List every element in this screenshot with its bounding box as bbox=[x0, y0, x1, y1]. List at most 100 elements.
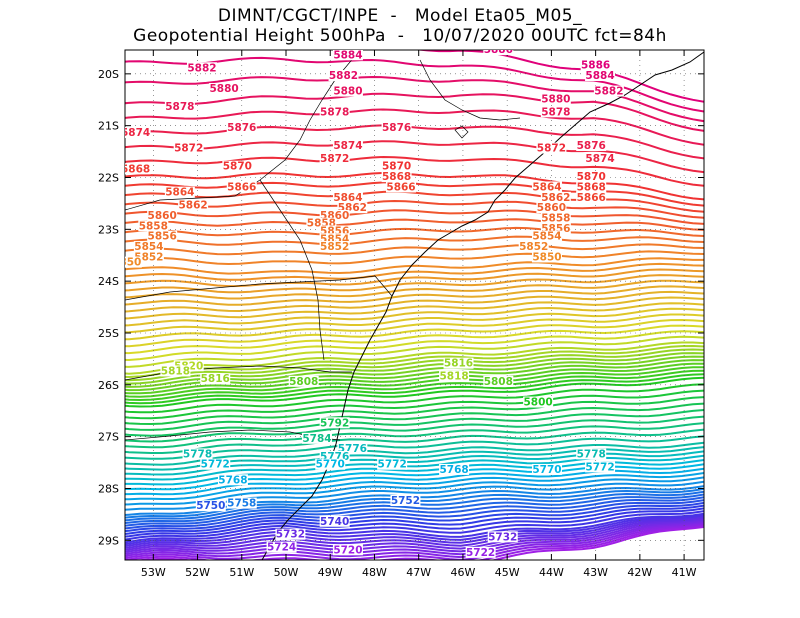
y-tick-label: 26S bbox=[98, 379, 119, 392]
contour-label: 5854 bbox=[532, 231, 561, 243]
contour-label-background bbox=[439, 463, 470, 475]
contour-line bbox=[125, 218, 704, 231]
contour-label: 5878 bbox=[541, 106, 570, 118]
contour-line bbox=[125, 402, 704, 431]
contour-label-background bbox=[576, 181, 607, 193]
contour-line bbox=[125, 369, 704, 402]
y-tick-label: 28S bbox=[98, 482, 119, 495]
contour-line bbox=[125, 124, 704, 160]
contour-label: 5816 bbox=[444, 358, 473, 370]
contour-label: 5872 bbox=[537, 143, 566, 155]
contour-label: 5854 bbox=[134, 241, 163, 253]
contour-line bbox=[125, 92, 704, 132]
contour-label-background bbox=[217, 474, 248, 486]
contour-label: 5874 bbox=[585, 153, 614, 165]
contour-label-background bbox=[125, 163, 151, 175]
contour-label: 5758 bbox=[227, 498, 256, 510]
contour-line bbox=[125, 318, 704, 348]
contour-label-background bbox=[483, 375, 514, 387]
contour-line bbox=[125, 268, 704, 288]
contour-label: 5864 bbox=[165, 187, 194, 199]
contour-label-background bbox=[332, 85, 363, 97]
contour-label-background bbox=[381, 171, 412, 183]
contour-label: 5818 bbox=[439, 371, 468, 383]
contour-label-background bbox=[133, 251, 164, 263]
contour-label-background bbox=[439, 370, 470, 382]
contour-line bbox=[125, 383, 704, 414]
contour-line bbox=[125, 366, 704, 398]
x-tick-label: 44W bbox=[539, 566, 564, 579]
contour-line bbox=[125, 496, 704, 527]
contour-line bbox=[125, 235, 704, 246]
x-tick-label: 43W bbox=[583, 566, 608, 579]
contour-label-background bbox=[531, 181, 562, 193]
contour-label: 5878 bbox=[165, 101, 194, 113]
x-tick-label: 41W bbox=[672, 566, 697, 579]
contour-label-background bbox=[133, 241, 164, 253]
contour-label-background bbox=[195, 500, 226, 512]
contour-label: 5778 bbox=[577, 448, 606, 460]
contour-line bbox=[125, 362, 704, 395]
y-tick-label: 20S bbox=[98, 68, 119, 81]
contour-label-background bbox=[138, 220, 169, 232]
contour-label-background bbox=[381, 121, 412, 133]
contour-line bbox=[125, 257, 704, 275]
contour-line bbox=[125, 330, 704, 362]
contour-label-background bbox=[200, 458, 231, 470]
contour-label: 5770 bbox=[532, 464, 561, 476]
contour-line bbox=[125, 181, 704, 207]
contour-label-background bbox=[576, 448, 607, 460]
contour-label-background bbox=[585, 70, 616, 82]
contour-label-background bbox=[226, 497, 257, 509]
contour-label-background bbox=[275, 528, 306, 540]
contour-label: 5816 bbox=[201, 373, 230, 385]
contour-label-background bbox=[483, 50, 514, 56]
contour-label-background bbox=[182, 448, 213, 460]
contour-line bbox=[125, 499, 704, 530]
contour-label: 5884 bbox=[585, 70, 614, 82]
contour-label-background bbox=[518, 241, 549, 253]
contour-label: 5856 bbox=[148, 231, 177, 243]
y-tick-label: 29S bbox=[98, 534, 119, 547]
contour-label-background bbox=[576, 139, 607, 151]
contour-label: 5866 bbox=[386, 181, 415, 193]
contour-label: 5852 bbox=[519, 241, 548, 253]
contour-label-background bbox=[465, 546, 496, 558]
contour-label-background bbox=[580, 59, 611, 71]
contour-label-background bbox=[266, 541, 297, 553]
contour-label-background bbox=[319, 225, 350, 237]
contour-label-background bbox=[319, 233, 350, 245]
contour-label-background bbox=[531, 230, 562, 242]
contour-label-background bbox=[332, 50, 363, 61]
contour-label: 5872 bbox=[320, 153, 349, 165]
x-tick-label: 45W bbox=[495, 566, 520, 579]
contour-label: 5866 bbox=[227, 181, 256, 193]
contour-line bbox=[130, 525, 704, 560]
contour-line bbox=[125, 348, 704, 382]
map-title-line-1: DIMNT/CGCT/INPE - Model Eta05_M05_ bbox=[217, 6, 583, 26]
contour-label-background bbox=[319, 106, 350, 118]
contour-line bbox=[125, 307, 704, 334]
contour-line bbox=[125, 226, 704, 238]
contour-label-background bbox=[593, 85, 624, 97]
contour-label-background bbox=[332, 544, 363, 556]
y-tick-label: 24S bbox=[98, 275, 119, 288]
contour-line bbox=[125, 373, 704, 405]
contour-label: 5886 bbox=[581, 60, 610, 72]
contour-line bbox=[125, 262, 704, 281]
contour-label-background bbox=[301, 432, 332, 444]
contour-label-background bbox=[200, 373, 231, 385]
contour-label-background bbox=[332, 139, 363, 151]
contour-line bbox=[125, 514, 704, 546]
contour-label: 5784 bbox=[302, 433, 331, 445]
contour-label: 5768 bbox=[218, 474, 247, 486]
axis-ticks: 53W 52W 51W 50W 49W 48W 47W 46W 45W 44W 43W 42W 41W 2… bbox=[98, 50, 704, 579]
contour-label: 5750 bbox=[196, 500, 225, 512]
contour-label: 5850 bbox=[112, 257, 141, 269]
contour-label-background bbox=[288, 375, 319, 387]
contour-label-background bbox=[164, 101, 195, 113]
contour-label-background bbox=[164, 186, 195, 198]
contour-line bbox=[415, 50, 704, 103]
contour-line bbox=[125, 458, 704, 486]
